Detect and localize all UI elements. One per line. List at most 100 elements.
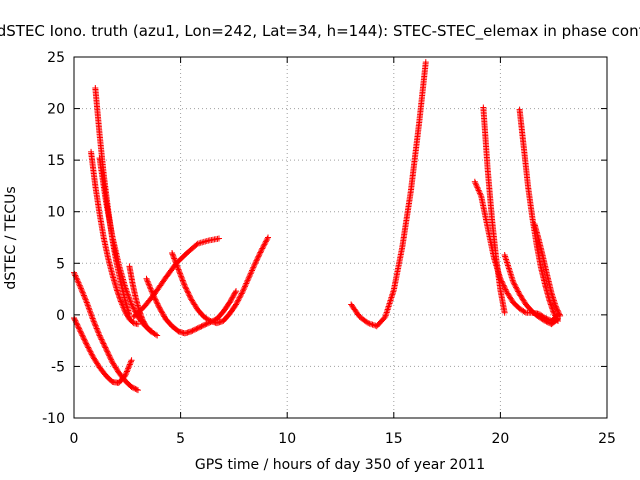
data-point-marker	[86, 306, 93, 313]
data-point-marker	[260, 244, 267, 251]
data-point-marker	[129, 304, 136, 311]
data-point-marker	[71, 316, 78, 323]
data-point-marker	[550, 309, 557, 316]
data-point-marker	[231, 290, 238, 297]
data-point-marker	[75, 324, 82, 331]
data-point-marker	[83, 299, 90, 306]
data-point-marker	[179, 276, 186, 283]
data-point-marker	[240, 287, 247, 294]
data-point-marker	[245, 274, 252, 281]
data-point-marker	[86, 308, 93, 315]
data-point-marker	[172, 258, 179, 265]
data-track	[501, 252, 561, 328]
data-point-marker	[174, 265, 181, 272]
chart-title: dSTEC Iono. truth (azu1, Lon=242, Lat=34…	[0, 22, 640, 41]
data-point-marker	[86, 347, 93, 354]
data-point-marker	[80, 292, 87, 299]
data-point-marker	[151, 295, 158, 302]
data-point-marker	[201, 322, 208, 329]
data-point-marker	[125, 365, 132, 372]
data-point-marker	[96, 331, 103, 338]
y-tick-label: -5	[51, 359, 65, 375]
data-point-marker	[108, 356, 115, 363]
data-point-marker	[250, 264, 257, 271]
data-point-marker	[477, 191, 484, 198]
y-tick-label: 25	[47, 50, 65, 66]
data-point-marker	[249, 266, 256, 273]
data-point-marker	[156, 304, 163, 311]
data-track	[71, 269, 141, 394]
data-point-marker	[150, 292, 157, 299]
x-tick-label: 15	[385, 431, 403, 447]
data-point-marker	[199, 322, 206, 329]
data-point-marker	[125, 294, 132, 301]
data-point-marker	[104, 349, 111, 356]
data-point-marker	[82, 339, 89, 346]
data-point-marker	[235, 296, 242, 303]
data-point-marker	[126, 311, 133, 318]
data-point-marker	[556, 311, 563, 318]
x-tick-label: 20	[491, 431, 509, 447]
y-tick-label: 5	[56, 256, 65, 272]
data-point-marker	[256, 250, 263, 257]
data-point-marker	[233, 288, 240, 295]
data-point-marker	[246, 273, 253, 280]
data-point-marker	[234, 298, 241, 305]
data-track	[126, 263, 155, 335]
data-point-marker	[237, 293, 244, 300]
data-point-marker	[173, 260, 180, 267]
data-point-marker	[184, 288, 191, 295]
data-point-marker	[82, 295, 89, 302]
data-point-marker	[128, 301, 135, 308]
data-point-marker	[88, 311, 95, 318]
data-point-marker	[134, 321, 141, 328]
data-point-marker	[475, 187, 482, 194]
data-point-marker	[171, 256, 178, 263]
data-point-marker	[89, 315, 96, 322]
data-point-marker	[87, 348, 94, 355]
data-point-marker	[100, 340, 107, 347]
y-tick-label: -10	[42, 411, 65, 427]
data-point-marker	[228, 295, 235, 302]
data-point-marker	[75, 279, 82, 286]
data-point-marker	[81, 336, 88, 343]
data-point-marker	[551, 311, 558, 318]
data-point-marker	[154, 332, 161, 339]
y-tick-label: 0	[56, 308, 65, 324]
data-point-marker	[175, 266, 182, 273]
data-point-marker	[512, 282, 519, 289]
data-point-marker	[85, 345, 92, 352]
data-point-marker	[97, 333, 104, 340]
data-point-marker	[247, 271, 254, 278]
data-point-marker	[235, 297, 242, 304]
y-tick-label: 10	[47, 205, 65, 221]
x-tick-label: 0	[70, 431, 79, 447]
data-point-marker	[88, 350, 95, 357]
data-point-marker	[133, 386, 140, 393]
data-point-marker	[188, 328, 195, 335]
data-point-marker	[262, 238, 269, 245]
data-point-marker	[157, 307, 164, 314]
data-point-marker	[87, 309, 94, 316]
axis-ticks: 0 5 10 15 20 25 -10 -5 0 5 10 15 20 25	[42, 50, 616, 447]
data-point-marker	[239, 289, 246, 296]
data-point-marker	[102, 344, 109, 351]
data-point-marker	[77, 285, 84, 292]
data-point-marker	[128, 357, 135, 364]
data-point-marker	[215, 235, 222, 242]
data-point-marker	[122, 284, 129, 291]
data-point-marker	[90, 317, 97, 324]
data-point-marker	[91, 321, 98, 328]
data-point-marker	[262, 240, 269, 247]
data-point-marker	[557, 312, 564, 319]
data-point-marker	[236, 294, 243, 301]
y-tick-label: 15	[47, 153, 65, 169]
data-point-marker	[242, 281, 249, 288]
data-point-marker	[155, 303, 162, 310]
data-point-marker	[77, 284, 84, 291]
data-point-marker	[76, 281, 83, 288]
data-point-marker	[159, 309, 166, 316]
data-point-marker	[180, 280, 187, 287]
